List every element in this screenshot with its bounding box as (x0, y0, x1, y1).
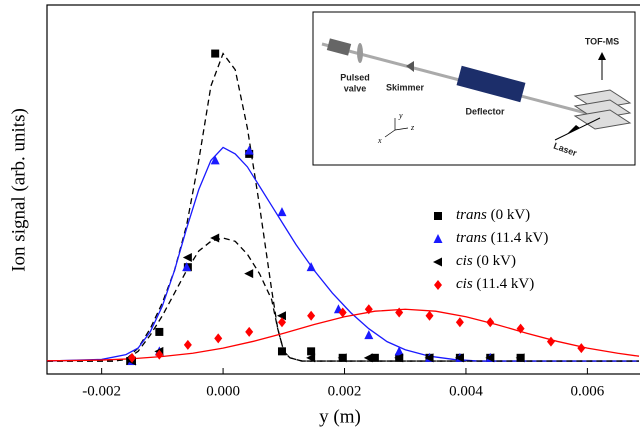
marker (276, 311, 286, 321)
marker (307, 310, 316, 321)
marker (424, 353, 434, 363)
marker (128, 352, 137, 363)
marker (363, 353, 373, 363)
marker (364, 330, 374, 340)
axis-z (394, 127, 409, 131)
marker (455, 317, 464, 328)
skimmer (406, 61, 414, 72)
marker (244, 145, 254, 155)
pulsed-valve (326, 38, 352, 56)
marker (306, 353, 316, 363)
plot-frame (46, 4, 640, 375)
inset-label: Pulsed (340, 72, 370, 82)
marker (244, 269, 254, 279)
axis-name: y (398, 111, 403, 120)
marker (425, 310, 434, 321)
marker (245, 326, 254, 337)
x-axis-label: y (m) (319, 406, 361, 427)
marker (306, 262, 316, 272)
marker (364, 304, 373, 315)
tof-arrowhead (598, 52, 606, 60)
inset-label: Deflector (465, 106, 505, 116)
marker (486, 317, 495, 328)
x-tick-label: 0.004 (449, 383, 483, 399)
axis-name: x (377, 136, 382, 145)
laser-arrow (567, 125, 580, 134)
plot: -0.002 0.000 0.002 0.004 0.006 trans (0 kV) tr… (46, 4, 640, 399)
marker (394, 353, 404, 363)
fit-curve (46, 308, 640, 362)
legend-label: cis (0 kV) (456, 253, 516, 269)
y-axis-label: Ion signal (arb. units) (8, 108, 29, 272)
marker (433, 257, 442, 267)
legend-label: trans (0 kV) (456, 207, 530, 223)
x-tick-label: 0.006 (571, 383, 605, 399)
marker (307, 347, 316, 356)
marker (434, 280, 442, 290)
marker (546, 336, 555, 347)
marker (577, 343, 586, 354)
marker (210, 155, 220, 165)
marker (485, 353, 495, 363)
valve-flange (357, 43, 363, 63)
marker (395, 307, 404, 318)
marker (454, 353, 464, 363)
marker (277, 347, 286, 356)
legend-label: trans (11.4 kV) (456, 230, 548, 246)
fit-curve (46, 146, 639, 362)
marker (211, 49, 220, 58)
inset-label: TOF-MS (585, 36, 619, 46)
marker (210, 233, 220, 243)
axis-x (384, 129, 396, 138)
marker (277, 317, 286, 328)
x-tick-label: 0.000 (206, 383, 240, 399)
marker (516, 323, 525, 334)
marker (338, 307, 347, 318)
tof-plate (573, 109, 632, 130)
marker (394, 346, 404, 356)
marker (182, 262, 192, 272)
marker (182, 252, 192, 262)
marker (183, 339, 192, 350)
marker (515, 353, 525, 363)
marker (433, 234, 443, 243)
legend-label: cis (11.4 kV) (456, 276, 534, 292)
x-tick-label: 0.002 (328, 383, 362, 399)
x-tick-label: -0.002 (82, 383, 121, 399)
marker (337, 353, 347, 363)
inset-label: valve (344, 83, 367, 93)
marker (214, 333, 223, 344)
marker (155, 349, 164, 360)
axis-name: z (410, 123, 415, 132)
inset: TOF-MS Pulsed valve Skimmer Deflector La… (312, 11, 636, 166)
marker (370, 353, 379, 362)
inset-label: Skimmer (386, 82, 425, 92)
marker (155, 327, 164, 336)
marker (434, 212, 442, 220)
marker (277, 207, 287, 217)
deflector (456, 65, 526, 103)
